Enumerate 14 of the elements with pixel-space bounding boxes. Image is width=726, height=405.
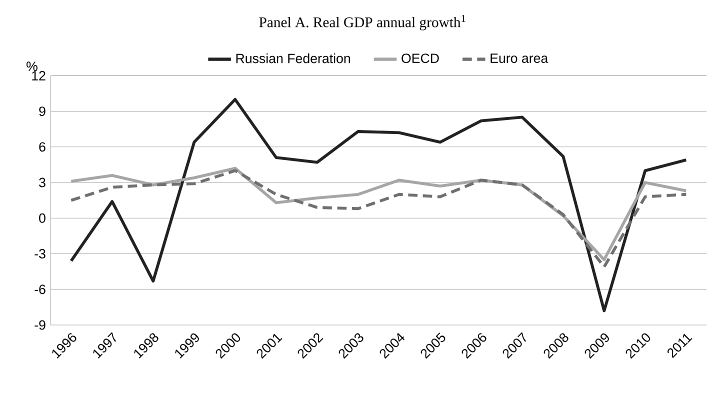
y-tick-label: -6 [34,284,46,294]
line-series [70,98,688,312]
legend-label: OECD [402,54,439,64]
y-tick-label: -3 [34,249,46,258]
y-tick-label: 9 [39,106,46,116]
y-tick-label: 0 [39,213,46,223]
y-tick-label: 12 [32,71,46,80]
y-axis-title: % [26,62,38,71]
chart-title: Panel A. Real GDP annual growth$^{1}$ [259,15,466,30]
legend-label: Russian Federation [236,53,350,64]
y-tick-label: 3 [39,178,46,188]
legend-label: Euro area [490,54,548,63]
y-tick-label: -9 [34,320,46,330]
y-tick-label: 6 [39,142,46,152]
